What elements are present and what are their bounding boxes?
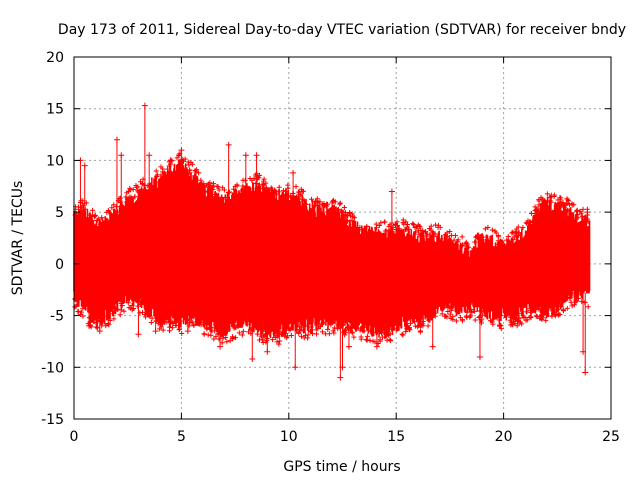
y-tick-label: 20 — [46, 50, 64, 66]
outlier-point — [292, 364, 299, 371]
outlier-point — [373, 343, 380, 350]
y-axis-label: SDTVAR / TECUs — [10, 181, 26, 296]
x-tick-label: 0 — [70, 429, 79, 445]
outlier-point — [178, 147, 185, 154]
y-tick-label: 10 — [46, 153, 64, 169]
outlier-point — [184, 328, 191, 335]
outlier-point — [86, 322, 93, 329]
data-points — [72, 102, 591, 381]
outlier-point — [253, 152, 260, 159]
outlier-point — [582, 369, 589, 376]
outlier-point — [225, 141, 232, 148]
outlier-point — [242, 152, 249, 159]
outlier-point — [141, 102, 148, 109]
chart-title: Day 173 of 2011, Sidereal Day-to-day VTE… — [58, 22, 626, 38]
x-tick-label: 10 — [280, 429, 298, 445]
axis-ticks: 0 5 10 15 20 25 -15 -10 -5 0 5 10 15 20 — [41, 50, 620, 445]
outlier-point — [388, 188, 395, 195]
outlier-point — [118, 152, 125, 159]
outlier-point — [146, 152, 153, 159]
outlier-point — [264, 348, 271, 355]
x-tick-label: 15 — [387, 429, 405, 445]
plot-frame — [73, 56, 612, 420]
outlier-point — [113, 136, 120, 143]
x-tick-label: 5 — [177, 429, 186, 445]
y-tick-label: -5 — [50, 309, 64, 325]
outlier-point — [290, 169, 297, 176]
data-band — [73, 159, 591, 340]
x-axis-label: GPS time / hours — [283, 459, 400, 475]
x-tick-label: 25 — [602, 429, 620, 445]
y-tick-label: -10 — [41, 360, 64, 376]
outlier-point — [345, 343, 352, 350]
y-tick-label: -15 — [41, 412, 64, 428]
outlier-point — [584, 209, 591, 216]
y-tick-label: 5 — [55, 205, 64, 221]
outlier-point — [81, 162, 88, 169]
y-tick-label: 15 — [46, 102, 64, 118]
outlier-point — [580, 348, 587, 355]
x-tick-label: 20 — [495, 429, 513, 445]
outlier-point — [541, 307, 548, 314]
outlier-point — [337, 374, 344, 381]
y-tick-label: 0 — [55, 257, 64, 273]
outlier-point — [476, 353, 483, 360]
edge-markers — [72, 151, 591, 347]
outlier-point — [429, 343, 436, 350]
outlier-point — [152, 328, 159, 335]
outlier-point — [167, 157, 174, 164]
outlier-point — [249, 356, 256, 363]
outlier-point — [96, 328, 103, 335]
outlier-point — [135, 331, 142, 338]
outlier-point — [217, 343, 224, 350]
